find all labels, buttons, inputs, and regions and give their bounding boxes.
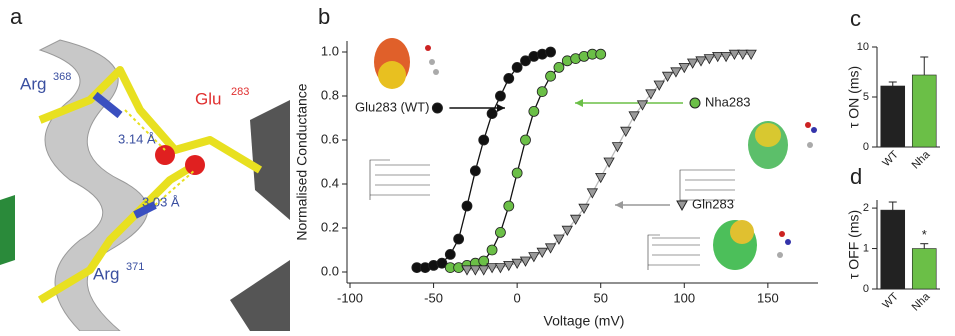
panel-label: c: [850, 6, 861, 31]
x-tick-label: 100: [673, 290, 695, 305]
significance-mark: *: [922, 227, 927, 242]
arrow-head: [497, 104, 505, 112]
y-tick-label: 0: [863, 141, 869, 153]
y-tick-label: 0.8: [321, 87, 339, 102]
marker: [479, 135, 489, 145]
y-tick-label: 1: [863, 242, 869, 254]
bar: [912, 75, 936, 147]
x-tick-label: WT: [880, 290, 901, 311]
marker: [445, 249, 455, 259]
marker: [554, 62, 564, 72]
x-tick-label: -100: [337, 290, 363, 305]
y-axis-label: Normalised Conductance: [294, 83, 310, 240]
marker: [462, 201, 472, 211]
marker: [529, 106, 539, 116]
panel-label: a: [10, 4, 23, 29]
y-axis-label: τ OFF (ms): [846, 210, 862, 279]
y-tick-label: 0: [863, 283, 869, 295]
marker: [504, 73, 514, 83]
marker: [504, 201, 514, 211]
panel-label: b: [318, 4, 330, 29]
y-axis-label: τ ON (ms): [846, 66, 862, 128]
arrow-head: [575, 99, 583, 107]
bar: [881, 210, 905, 289]
residue-number: 371: [126, 261, 144, 273]
marker: [621, 127, 631, 136]
y-tick-label: 10: [857, 41, 869, 53]
x-tick-label: 0: [514, 290, 521, 305]
marker: [612, 143, 622, 152]
distance-label: 3.14 Å: [118, 131, 156, 146]
legend-marker: [432, 103, 442, 113]
residue-number: 283: [231, 86, 249, 98]
residue-number: 368: [53, 71, 71, 83]
arrow-head: [615, 201, 623, 209]
marker: [495, 91, 505, 101]
legend-marker: [677, 201, 687, 210]
residue-label: Arg: [20, 74, 46, 93]
x-tick-label: Nha: [910, 148, 933, 171]
marker: [587, 189, 597, 198]
series-line: [417, 52, 551, 268]
marker: [454, 234, 464, 244]
y-tick-label: 0.6: [321, 131, 339, 146]
marker: [487, 109, 497, 119]
marker: [604, 158, 614, 167]
marker: [546, 71, 556, 81]
marker: [512, 168, 522, 178]
y-tick-label: 5: [863, 91, 869, 103]
x-tick-label: WT: [880, 148, 901, 169]
marker: [537, 87, 547, 97]
distance-label: 3.03 Å: [142, 194, 180, 209]
residue-label: Glu: [195, 89, 221, 108]
y-tick-label: 0.2: [321, 219, 339, 234]
series-label: Gln283: [692, 196, 734, 211]
series-label: Nha283: [705, 94, 751, 109]
x-tick-label: 50: [593, 290, 607, 305]
marker: [470, 166, 480, 176]
marker: [546, 47, 556, 57]
marker: [495, 227, 505, 237]
y-tick-label: 0.0: [321, 263, 339, 278]
marker: [521, 135, 531, 145]
y-tick-label: 2: [863, 202, 869, 214]
marker: [512, 62, 522, 72]
figure: a Arg 368 Glu 283 3.14 Å 3.03 Å Arg 371 …: [0, 0, 955, 331]
y-tick-label: 0.4: [321, 175, 339, 190]
bar: [912, 249, 936, 289]
series-label: Glu283 (WT): [355, 99, 429, 114]
inset-decoration: [370, 38, 817, 270]
marker: [596, 49, 606, 59]
y-tick-label: 1.0: [321, 43, 339, 58]
marker: [487, 245, 497, 255]
series-line: [450, 54, 600, 267]
residue-label: Arg: [93, 264, 119, 283]
marker: [629, 112, 639, 121]
x-tick-label: Nha: [910, 290, 933, 313]
x-tick-label: -50: [424, 290, 443, 305]
marker: [596, 173, 606, 182]
x-tick-label: 150: [757, 290, 779, 305]
x-axis-label: Voltage (mV): [544, 313, 625, 329]
legend-marker: [690, 98, 700, 108]
bar: [881, 86, 905, 147]
panel-label: d: [850, 164, 862, 189]
